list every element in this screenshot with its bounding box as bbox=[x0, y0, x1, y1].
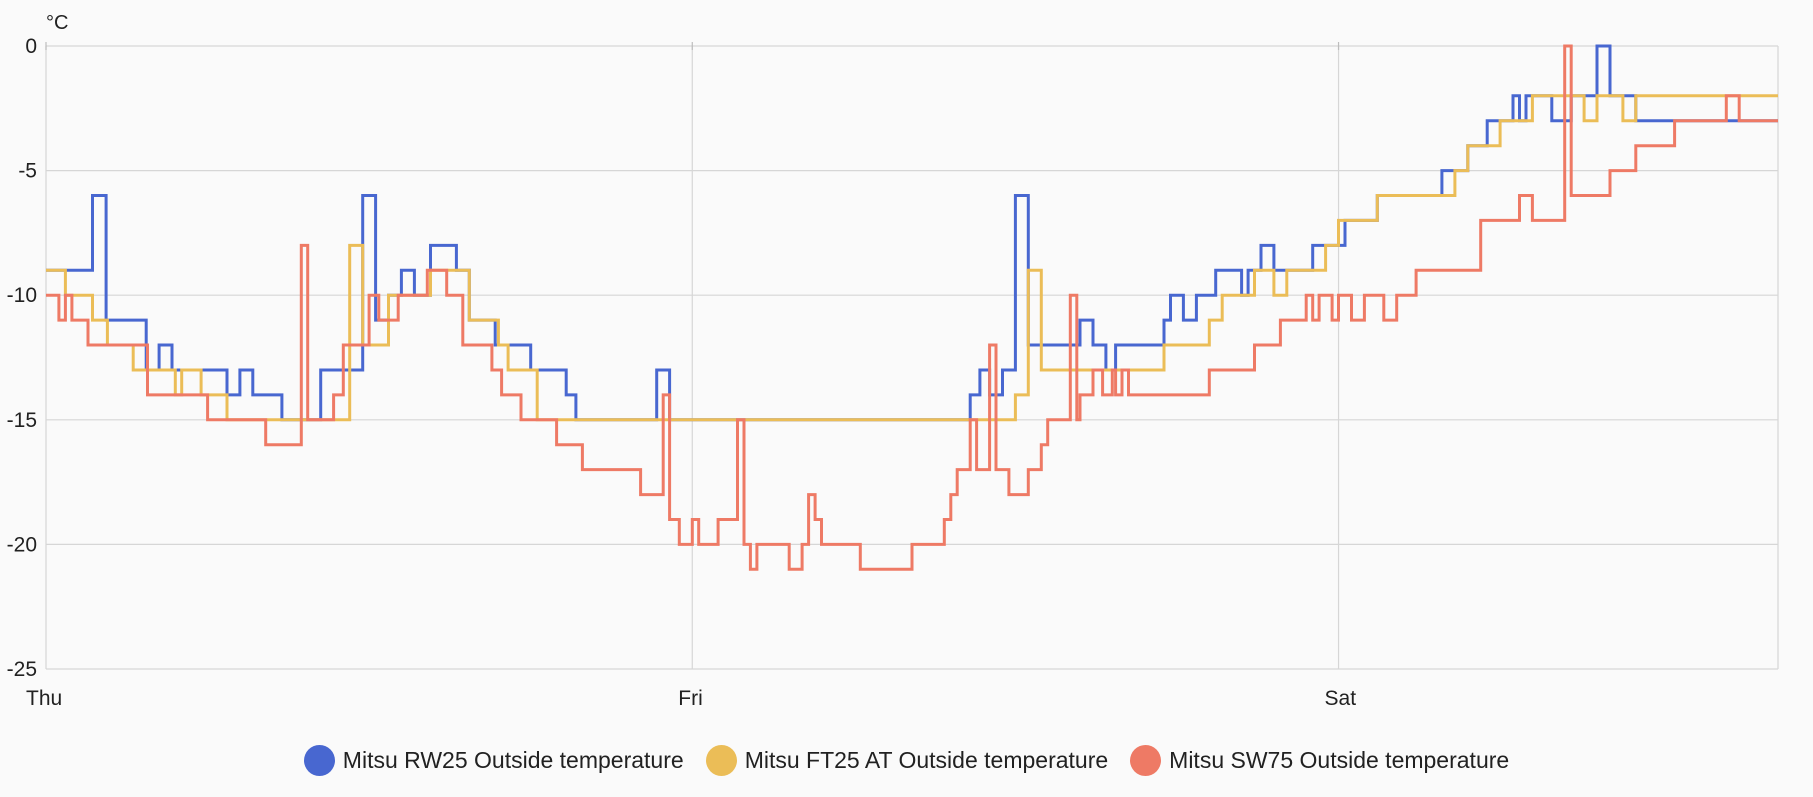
legend-label: Mitsu FT25 AT Outside temperature bbox=[744, 746, 1109, 773]
x-tick-label: Sat bbox=[1325, 687, 1357, 710]
legend-swatch bbox=[705, 744, 737, 776]
y-tick-label: -25 bbox=[7, 658, 37, 681]
legend-label: Mitsu SW75 Outside temperature bbox=[1169, 746, 1510, 773]
legend-item-2[interactable]: Mitsu FT25 AT Outside temperature bbox=[705, 744, 1109, 776]
y-axis-ticks: 0 -5 -10 -15 -20 -25 bbox=[7, 35, 37, 681]
y-tick-label: -20 bbox=[7, 533, 37, 556]
y-tick-label: 0 bbox=[25, 35, 37, 58]
legend-swatch bbox=[303, 744, 335, 776]
temperature-chart: 0 -5 -10 -15 -20 -25 Thu Fri Sat °C bbox=[7, 12, 1779, 710]
series-line-2 bbox=[46, 94, 1778, 422]
legend-swatch bbox=[1130, 744, 1162, 776]
chart-legend: Mitsu RW25 Outside temperature Mitsu FT25… bbox=[0, 736, 1813, 784]
chart-grid bbox=[45, 42, 1779, 670]
legend-item-3[interactable]: Mitsu SW75 Outside temperature bbox=[1130, 744, 1510, 776]
x-axis-ticks: Thu Fri Sat bbox=[26, 687, 1356, 710]
y-tick-label: -5 bbox=[18, 160, 37, 183]
legend-label: Mitsu RW25 Outside temperature bbox=[342, 746, 684, 773]
series-line-1 bbox=[46, 44, 1778, 422]
y-tick-label: -10 bbox=[7, 284, 37, 307]
y-tick-label: -15 bbox=[7, 409, 37, 432]
x-tick-label: Fri bbox=[678, 687, 703, 710]
series-layer bbox=[46, 44, 1778, 571]
series-line-3 bbox=[46, 44, 1778, 571]
legend-item-1[interactable]: Mitsu RW25 Outside temperature bbox=[303, 744, 684, 776]
x-tick-label: Thu bbox=[26, 687, 62, 710]
y-axis-unit-label: °C bbox=[46, 12, 68, 34]
